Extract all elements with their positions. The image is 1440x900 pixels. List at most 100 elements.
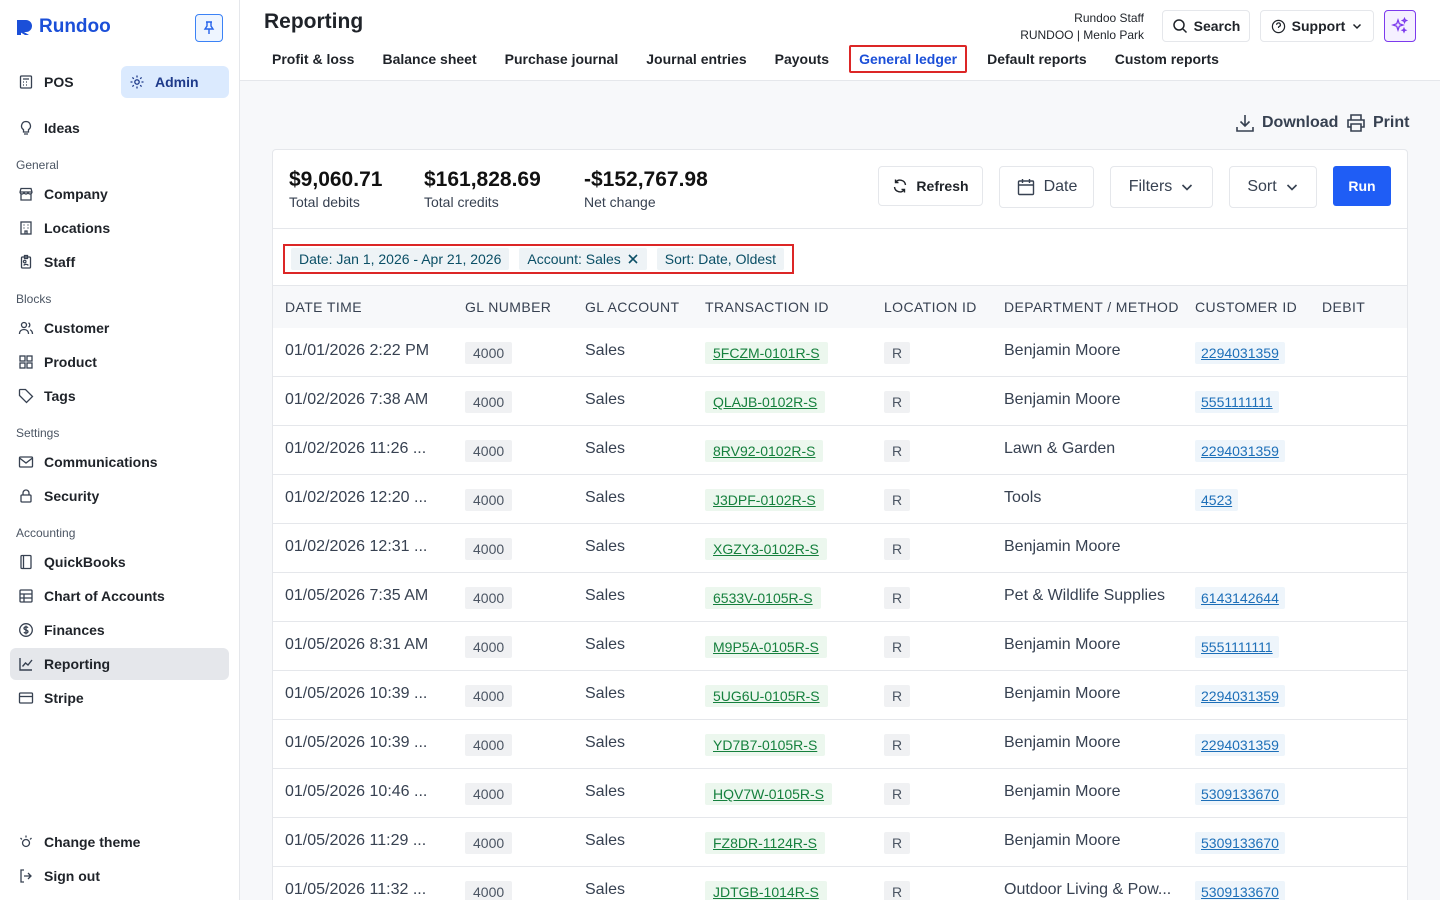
- user-location: RUNDOO | Menlo Park: [1020, 28, 1144, 42]
- ai-assistant-button[interactable]: [1384, 10, 1416, 42]
- cell-transaction-link[interactable]: M9P5A-0105R-S: [705, 636, 827, 658]
- total-credits-value: $161,828.69: [424, 168, 541, 191]
- date-button[interactable]: Date: [999, 166, 1094, 208]
- stat-net-change: -$152,767.98 Net change: [584, 168, 708, 210]
- chip-account[interactable]: Account: Sales: [519, 248, 647, 270]
- cell-gl-account: Sales: [585, 342, 626, 359]
- filters-dropdown[interactable]: Filters: [1110, 166, 1213, 208]
- sidebar-item-tags[interactable]: Tags: [10, 380, 229, 412]
- tab-journal-entries[interactable]: Journal entries: [646, 51, 747, 67]
- cell-transaction-link[interactable]: HQV7W-0105R-S: [705, 783, 833, 805]
- table-row[interactable]: 01/05/2026 11:32 ... 4000 Sales JDTGB-10…: [273, 867, 1407, 900]
- cell-transaction-link[interactable]: FZ8DR-1124R-S: [705, 832, 825, 854]
- table-row[interactable]: 01/01/2026 2:22 PM 4000 Sales 5FCZM-0101…: [273, 328, 1407, 377]
- sort-dropdown[interactable]: Sort: [1229, 166, 1317, 208]
- tab-default-reports[interactable]: Default reports: [987, 51, 1087, 67]
- col-department-method[interactable]: DEPARTMENT / METHOD: [1004, 299, 1179, 315]
- gear-icon: [129, 74, 145, 90]
- sidebar-item-label: Change theme: [44, 834, 141, 850]
- sidebar-item-product[interactable]: Product: [10, 346, 229, 378]
- cell-customer-link[interactable]: 6143142644: [1195, 587, 1285, 609]
- tab-balance-sheet[interactable]: Balance sheet: [382, 51, 477, 67]
- col-customer-id[interactable]: CUSTOMER ID: [1195, 299, 1298, 315]
- sidebar-item-finances[interactable]: Finances: [10, 614, 229, 646]
- pin-sidebar-button[interactable]: [195, 14, 223, 42]
- chip-date-range[interactable]: Date: Jan 1, 2026 - Apr 21, 2026: [291, 248, 510, 270]
- table-row[interactable]: 01/05/2026 8:31 AM 4000 Sales M9P5A-0105…: [273, 622, 1407, 671]
- table-row[interactable]: 01/05/2026 10:39 ... 4000 Sales 5UG6U-01…: [273, 671, 1407, 720]
- sidebar-item-customer[interactable]: Customer: [10, 312, 229, 344]
- table-row[interactable]: 01/02/2026 7:38 AM 4000 Sales QLAJB-0102…: [273, 377, 1407, 426]
- tab-payouts[interactable]: Payouts: [774, 51, 830, 67]
- tab-purchase-journal[interactable]: Purchase journal: [504, 51, 619, 67]
- mode-admin[interactable]: Admin: [121, 66, 229, 98]
- run-button[interactable]: Run: [1333, 166, 1391, 206]
- cell-transaction-link[interactable]: QLAJB-0102R-S: [705, 391, 826, 413]
- app-logo[interactable]: Rundoo: [16, 16, 111, 38]
- close-icon[interactable]: [627, 253, 639, 265]
- cell-transaction-link[interactable]: 8RV92-0102R-S: [705, 440, 824, 462]
- cell-transaction-link[interactable]: 5UG6U-0105R-S: [705, 685, 828, 707]
- col-date-time[interactable]: DATE TIME: [285, 299, 362, 315]
- cell-customer-link[interactable]: 5309133670: [1195, 832, 1285, 854]
- grid-icon: [18, 354, 34, 370]
- cell-transaction-link[interactable]: 6533V-0105R-S: [705, 587, 821, 609]
- mode-pos[interactable]: POS: [10, 66, 113, 98]
- table-row[interactable]: 01/05/2026 11:29 ... 4000 Sales FZ8DR-11…: [273, 818, 1407, 867]
- sidebar-item-quickbooks[interactable]: QuickBooks: [10, 546, 229, 578]
- cell-date: 01/05/2026 11:29 ...: [285, 832, 427, 849]
- cell-customer-link[interactable]: 5309133670: [1195, 881, 1285, 900]
- store-icon: [18, 186, 34, 202]
- search-button[interactable]: Search: [1162, 10, 1250, 42]
- cell-customer-link[interactable]: 4523: [1195, 489, 1239, 511]
- download-button[interactable]: Download: [1234, 112, 1338, 134]
- cell-gl-number: 4000: [465, 489, 513, 511]
- chip-sort[interactable]: Sort: Date, Oldest: [656, 248, 785, 270]
- sidebar-item-ideas[interactable]: Ideas: [10, 112, 229, 144]
- refresh-icon: [894, 179, 907, 193]
- tab-custom-reports[interactable]: Custom reports: [1114, 51, 1219, 67]
- sidebar-item-staff[interactable]: Staff: [10, 246, 229, 278]
- cell-customer-link[interactable]: 2294031359: [1195, 440, 1285, 462]
- table-row[interactable]: 01/02/2026 12:31 ... 4000 Sales XGZY3-01…: [273, 524, 1407, 573]
- tab-general-ledger[interactable]: General ledger: [849, 45, 968, 73]
- cell-transaction-link[interactable]: JDTGB-1014R-S: [705, 881, 827, 900]
- cell-department: Lawn & Garden: [1004, 440, 1116, 457]
- sidebar-item-communications[interactable]: Communications: [10, 446, 229, 478]
- print-button[interactable]: Print: [1345, 112, 1409, 134]
- cell-customer-link[interactable]: 5551111111: [1195, 391, 1279, 413]
- sidebar-item-locations[interactable]: Locations: [10, 212, 229, 244]
- sign-out-button[interactable]: Sign out: [10, 860, 229, 892]
- sidebar-item-company[interactable]: Company: [10, 178, 229, 210]
- sign-out-icon: [18, 868, 34, 884]
- cell-transaction-link[interactable]: XGZY3-0102R-S: [705, 538, 827, 560]
- refresh-button[interactable]: Refresh: [878, 166, 983, 206]
- table-row[interactable]: 01/02/2026 11:26 ... 4000 Sales 8RV92-01…: [273, 426, 1407, 475]
- col-gl-number[interactable]: GL NUMBER: [465, 299, 552, 315]
- col-location-id[interactable]: LOCATION ID: [884, 299, 977, 315]
- sidebar-item-chart-of-accounts[interactable]: Chart of Accounts: [10, 580, 229, 612]
- table-row[interactable]: 01/05/2026 7:35 AM 4000 Sales 6533V-0105…: [273, 573, 1407, 622]
- sidebar-item-stripe[interactable]: Stripe: [10, 682, 229, 714]
- cell-customer-link[interactable]: 2294031359: [1195, 734, 1285, 756]
- sidebar-item-label: Locations: [44, 220, 111, 236]
- sidebar-item-reporting[interactable]: Reporting: [10, 648, 229, 680]
- table-row[interactable]: 01/05/2026 10:46 ... 4000 Sales HQV7W-01…: [273, 769, 1407, 818]
- cell-transaction-link[interactable]: 5FCZM-0101R-S: [705, 342, 828, 364]
- change-theme-button[interactable]: Change theme: [10, 826, 229, 858]
- col-debit[interactable]: DEBIT: [1322, 299, 1366, 315]
- support-button[interactable]: Support: [1260, 10, 1374, 42]
- cell-customer-link[interactable]: 5551111111: [1195, 636, 1279, 658]
- cell-customer-link[interactable]: 5309133670: [1195, 783, 1285, 805]
- table-row[interactable]: 01/05/2026 10:39 ... 4000 Sales YD7B7-01…: [273, 720, 1407, 769]
- chip-account-label: Account: Sales: [527, 251, 621, 267]
- sidebar-item-security[interactable]: Security: [10, 480, 229, 512]
- tab-profit-loss[interactable]: Profit & loss: [272, 51, 355, 67]
- col-gl-account[interactable]: GL ACCOUNT: [585, 299, 680, 315]
- cell-customer-link[interactable]: 2294031359: [1195, 685, 1285, 707]
- col-transaction-id[interactable]: TRANSACTION ID: [705, 299, 829, 315]
- cell-transaction-link[interactable]: J3DPF-0102R-S: [705, 489, 824, 511]
- cell-customer-link[interactable]: 2294031359: [1195, 342, 1285, 364]
- cell-transaction-link[interactable]: YD7B7-0105R-S: [705, 734, 826, 756]
- table-row[interactable]: 01/02/2026 12:20 ... 4000 Sales J3DPF-01…: [273, 475, 1407, 524]
